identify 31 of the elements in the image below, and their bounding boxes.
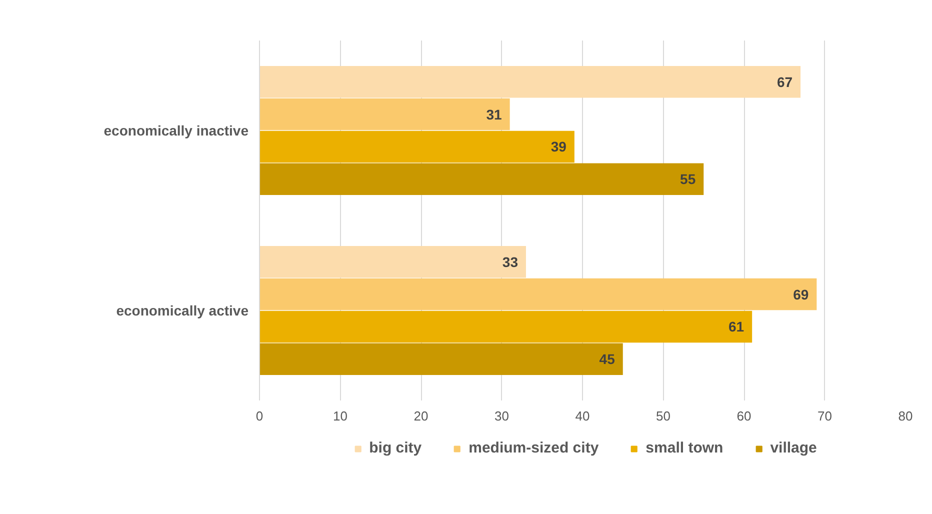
y-tick-label: economically inactive — [104, 122, 249, 138]
legend-label: village — [770, 440, 817, 456]
bar — [260, 130, 574, 163]
bar — [260, 246, 526, 278]
x-tick-label: 20 — [414, 408, 428, 424]
legend-label: big city — [369, 440, 422, 456]
x-tick-label: 30 — [494, 408, 509, 424]
data-label: 55 — [680, 171, 696, 188]
bar — [260, 278, 817, 310]
x-tick-label: 10 — [333, 408, 348, 424]
data-label: 67 — [776, 74, 793, 90]
data-label: 45 — [599, 351, 616, 368]
data-label: 69 — [793, 286, 809, 302]
bar — [260, 343, 623, 375]
x-tick-label: 70 — [818, 408, 832, 424]
data-label: 61 — [728, 318, 744, 335]
x-tick-label: 40 — [575, 408, 590, 424]
bar — [260, 310, 752, 343]
data-label: 31 — [486, 106, 502, 122]
bar — [260, 163, 704, 195]
x-tick-label: 50 — [656, 408, 670, 424]
y-tick-label: economically active — [116, 302, 249, 318]
x-tick-label: 0 — [256, 408, 264, 424]
x-tick-label: 60 — [736, 408, 752, 424]
bar — [260, 66, 801, 98]
data-label: 39 — [550, 138, 567, 155]
legend-label: small town — [646, 440, 724, 456]
data-label: 33 — [502, 254, 518, 270]
legend-label: medium-sized city — [468, 440, 599, 456]
x-tick-label: 80 — [898, 408, 913, 424]
bar — [260, 98, 510, 130]
